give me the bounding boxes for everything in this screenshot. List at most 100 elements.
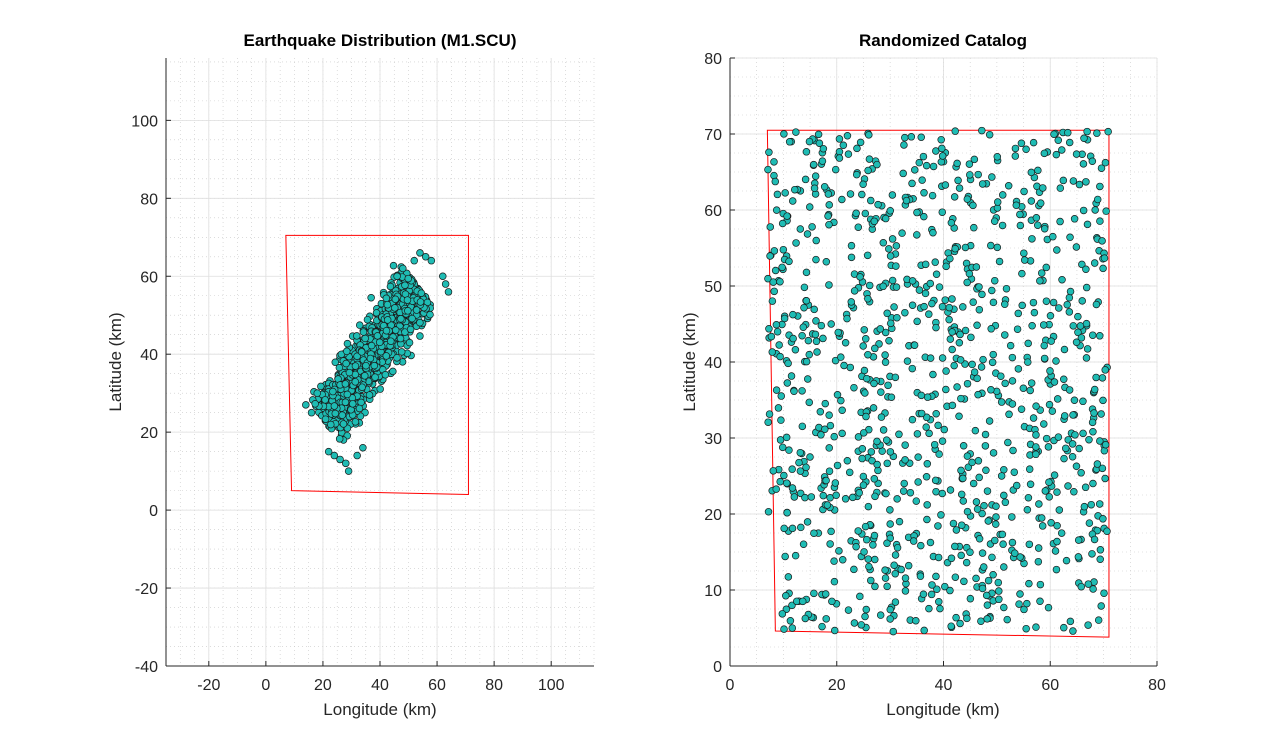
data-point — [974, 390, 982, 399]
data-point — [1089, 428, 1097, 436]
data-point — [915, 286, 924, 294]
data-point — [769, 278, 777, 286]
x-tick-label: 20 — [828, 677, 846, 694]
data-point — [1090, 409, 1098, 417]
data-point — [948, 328, 956, 336]
data-point — [908, 301, 917, 310]
data-point — [783, 508, 791, 517]
data-point — [888, 191, 897, 199]
data-point — [784, 359, 792, 368]
data-point — [858, 190, 866, 199]
data-point — [780, 314, 789, 323]
data-point — [974, 170, 982, 179]
data-point — [780, 130, 788, 138]
data-point — [348, 400, 357, 408]
data-point — [859, 180, 867, 189]
data-point — [1014, 365, 1023, 373]
data-point — [985, 417, 994, 425]
data-point — [876, 611, 885, 619]
data-point — [895, 517, 904, 526]
data-point — [821, 425, 829, 433]
data-point — [416, 318, 424, 327]
data-point — [798, 387, 806, 395]
data-point — [1085, 435, 1093, 444]
data-point — [383, 300, 392, 309]
data-point — [1071, 431, 1079, 439]
data-point — [818, 157, 827, 165]
data-point — [883, 539, 891, 548]
data-point — [934, 553, 943, 562]
data-point — [389, 261, 398, 270]
data-point — [863, 251, 872, 260]
data-point — [773, 190, 782, 199]
data-point — [913, 317, 921, 326]
data-point — [835, 547, 843, 555]
data-point — [1096, 182, 1104, 191]
data-point — [353, 352, 361, 360]
y-tick-label: 10 — [704, 583, 722, 600]
data-point — [929, 162, 938, 171]
data-point — [858, 445, 867, 453]
data-point — [1000, 563, 1008, 571]
chart-title: Earthquake Distribution (M1.SCU) — [244, 31, 517, 50]
x-tick-label: 20 — [314, 677, 332, 694]
data-point — [859, 472, 868, 481]
data-point — [919, 590, 928, 599]
data-point — [1081, 483, 1090, 492]
data-point — [785, 446, 793, 454]
data-point — [1008, 513, 1016, 521]
data-point — [1084, 621, 1092, 629]
data-point — [865, 281, 874, 290]
data-point — [978, 584, 987, 593]
data-point — [827, 527, 835, 536]
data-point — [957, 466, 965, 475]
data-point — [882, 436, 891, 444]
data-point — [917, 541, 925, 550]
data-point — [891, 373, 900, 382]
data-point — [812, 337, 821, 346]
data-point — [331, 409, 340, 418]
data-point — [769, 467, 778, 475]
data-point — [1016, 221, 1025, 230]
data-point — [1074, 312, 1082, 321]
data-point — [900, 141, 908, 149]
data-point — [802, 463, 810, 472]
data-point — [766, 252, 774, 260]
data-point — [1036, 277, 1044, 285]
data-point — [824, 190, 833, 198]
data-point — [403, 296, 412, 304]
data-point — [1083, 127, 1091, 136]
data-point — [770, 158, 778, 166]
data-point — [1069, 411, 1077, 419]
data-point — [927, 590, 936, 599]
data-point — [770, 287, 778, 296]
data-point — [791, 346, 800, 354]
data-point — [1090, 535, 1099, 544]
x-tick-label: 60 — [428, 677, 446, 694]
data-point — [913, 208, 921, 217]
data-point — [1082, 265, 1090, 274]
data-point — [1100, 589, 1108, 597]
data-point — [980, 501, 988, 510]
data-point — [1065, 308, 1074, 316]
data-point — [792, 239, 800, 247]
data-point — [932, 572, 940, 581]
data-point — [1000, 491, 1008, 500]
data-point — [788, 601, 796, 610]
data-point — [831, 356, 840, 365]
data-point — [788, 484, 797, 492]
y-tick-label: 60 — [140, 269, 158, 286]
data-point — [329, 387, 337, 396]
data-point — [925, 604, 933, 613]
data-point — [1016, 590, 1024, 598]
data-point — [843, 132, 852, 140]
boundary-polygon — [285, 234, 469, 496]
data-point — [892, 262, 900, 270]
data-point — [825, 444, 833, 452]
data-point — [1066, 617, 1075, 626]
data-point — [788, 465, 796, 473]
data-point — [1057, 529, 1066, 537]
data-point — [796, 225, 805, 233]
data-point — [909, 537, 918, 545]
data-point — [966, 594, 975, 603]
